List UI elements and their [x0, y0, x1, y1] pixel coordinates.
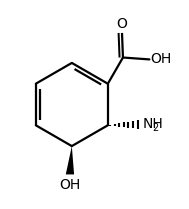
- Text: 2: 2: [153, 123, 159, 133]
- Text: OH: OH: [150, 52, 172, 66]
- Text: O: O: [116, 17, 127, 31]
- Polygon shape: [66, 146, 74, 175]
- Text: NH: NH: [142, 117, 163, 131]
- Text: OH: OH: [59, 178, 81, 192]
